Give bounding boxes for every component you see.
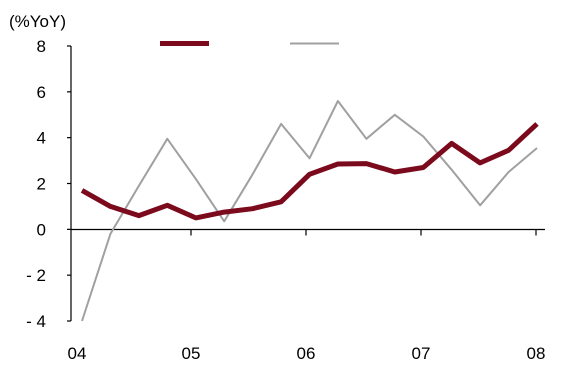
y-tick-label: 0 (37, 220, 46, 239)
y-axis-unit-label: (%YoY) (9, 12, 66, 31)
y-tick-label: - 4 (26, 312, 46, 331)
y-tick-labels: 8 6 4 2 0 - 2 - 4 (26, 37, 46, 331)
y-tick-label: 2 (37, 175, 46, 194)
y-tick-label: 8 (37, 37, 46, 56)
axes (67, 45, 545, 322)
y-tick-label: - 2 (26, 266, 46, 285)
x-tick-label: 04 (68, 344, 87, 363)
y-tick-label: 6 (37, 83, 46, 102)
series-line-2 (81, 100, 538, 322)
series-line-1 (80, 122, 539, 221)
x-tick-label: 05 (182, 344, 201, 363)
x-tick-label: 06 (297, 344, 316, 363)
series-lines (80, 100, 539, 322)
x-tick-label: 08 (527, 344, 546, 363)
y-tick-label: 4 (37, 129, 46, 148)
x-tick-labels: 04 05 06 07 08 (68, 344, 546, 363)
x-tick-label: 07 (412, 344, 431, 363)
